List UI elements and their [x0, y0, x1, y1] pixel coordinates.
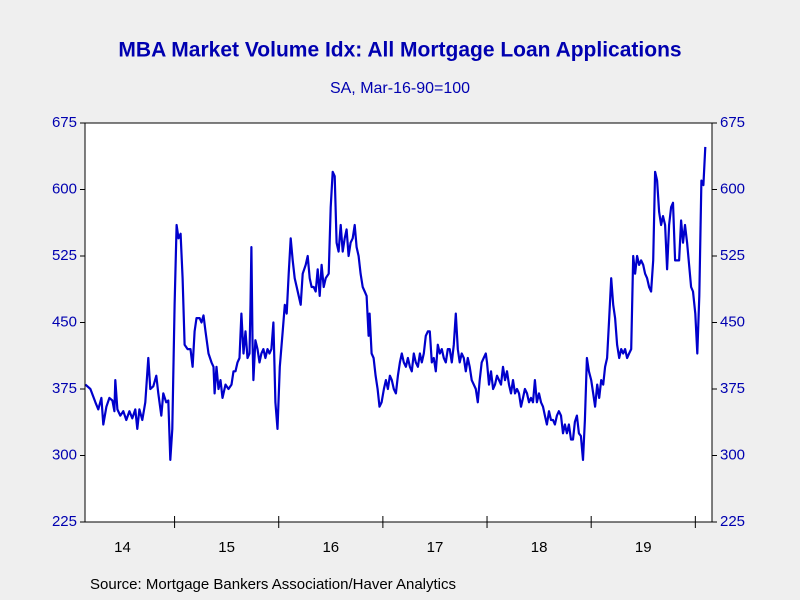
x-tick-label: 15: [218, 539, 235, 556]
y-tick-label: 600: [52, 180, 77, 197]
data-line: [84, 146, 707, 461]
chart-subtitle: SA, Mar-16-90=100: [330, 80, 470, 97]
x-tick-label: 19: [635, 539, 652, 556]
source-note: Source: Mortgage Bankers Association/Hav…: [90, 576, 456, 593]
y2-tick-label: 525: [720, 247, 745, 264]
y2-tick-label: 225: [720, 513, 745, 530]
y-tick-label: 525: [52, 247, 77, 264]
plot-area: [85, 123, 712, 522]
x-tick-label: 16: [322, 539, 339, 556]
chart-title: MBA Market Volume Idx: All Mortgage Loan…: [118, 39, 681, 62]
y2-tick-label: 375: [720, 380, 745, 397]
y2-tick-label: 600: [720, 180, 745, 197]
y2-tick-label: 450: [720, 313, 745, 330]
x-tick-label: 17: [427, 539, 444, 556]
plot-border: [84, 122, 713, 523]
y-tick-label: 225: [52, 513, 77, 530]
y-tick-label: 675: [52, 114, 77, 131]
y-tick-label: 450: [52, 313, 77, 330]
x-tick-label: 14: [114, 539, 131, 556]
y-tick-label: 300: [52, 446, 77, 463]
x-tick-label: 18: [531, 539, 548, 556]
y-tick-label: 375: [52, 380, 77, 397]
y2-tick-label: 300: [720, 446, 745, 463]
y2-tick-label: 675: [720, 114, 745, 131]
